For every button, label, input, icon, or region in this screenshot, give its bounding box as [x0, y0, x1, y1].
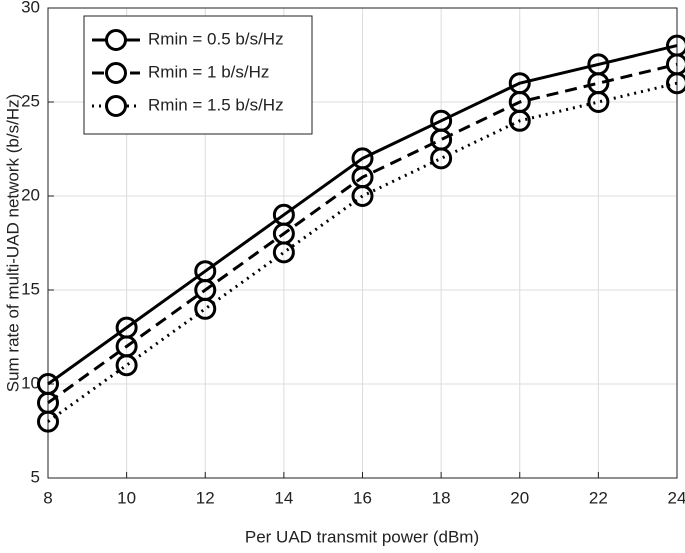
legend-marker	[105, 62, 127, 84]
y-tick-label: 15	[21, 279, 40, 298]
x-axis-label: Per UAD transmit power (dBm)	[245, 527, 479, 546]
y-tick-label: 25	[21, 91, 40, 110]
marker	[666, 72, 685, 95]
marker	[587, 91, 610, 113]
plot-frame	[47, 7, 678, 479]
marker	[115, 354, 138, 377]
x-tick-label: 12	[196, 488, 215, 507]
legend-marker	[105, 29, 127, 51]
x-tick-label: 22	[589, 488, 608, 507]
marker	[430, 147, 453, 170]
marker	[508, 109, 531, 132]
legend-label: Rmin = 1.5 b/s/Hz	[148, 95, 284, 114]
legend-label: Rmin = 0.5 b/s/Hz	[148, 29, 284, 48]
marker	[272, 241, 295, 264]
y-tick-label: 20	[21, 185, 40, 204]
x-tick-label: 10	[117, 488, 136, 507]
y-tick-label: 5	[31, 467, 40, 486]
series-line	[47, 62, 678, 405]
x-tick-label: 14	[274, 488, 293, 507]
marker	[37, 410, 59, 433]
y-axis-label: Sum rate of multi-UAD network (b/s/Hz)	[3, 94, 22, 393]
x-tick-label: 20	[510, 488, 529, 507]
x-tick-label: 18	[432, 488, 451, 507]
marker	[194, 297, 217, 320]
series-line	[47, 44, 678, 386]
marker	[351, 185, 374, 207]
legend-label: Rmin = 1 b/s/Hz	[148, 62, 269, 81]
y-tick-label: 10	[21, 373, 40, 392]
x-tick-label: 16	[353, 488, 372, 507]
x-tick-label: 24	[668, 488, 685, 507]
x-tick-label: 8	[43, 488, 52, 507]
legend-marker	[105, 95, 127, 117]
y-tick-label: 30	[21, 0, 40, 16]
